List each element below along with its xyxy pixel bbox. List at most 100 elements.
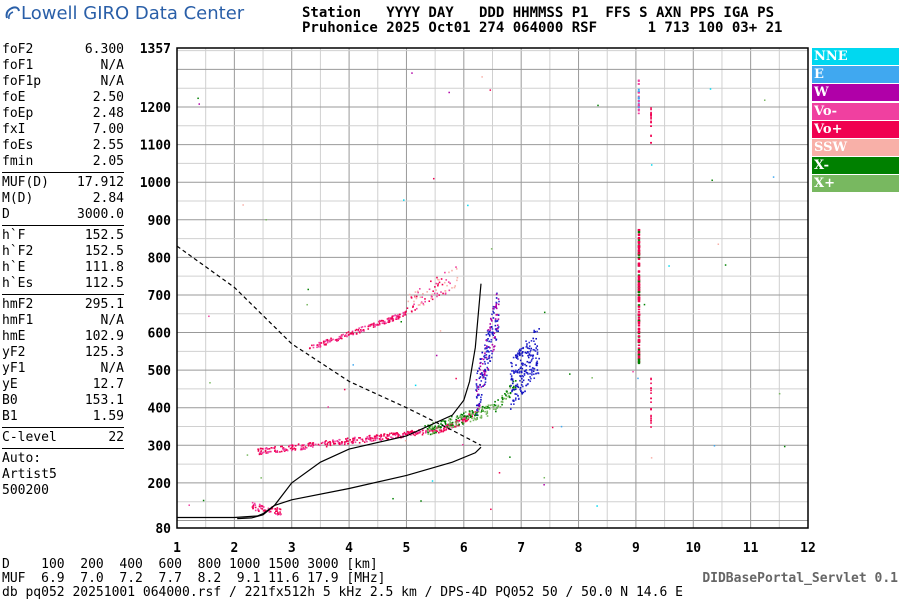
- echo-point: [483, 384, 485, 387]
- interference-point: [650, 108, 652, 111]
- echo-point: [360, 330, 363, 333]
- param-value: 112.5: [84, 276, 124, 291]
- echo-point: [352, 439, 355, 442]
- interference-point: [637, 331, 641, 334]
- echo-point: [260, 450, 263, 452]
- echo-point: [476, 410, 479, 412]
- echo-point: [418, 304, 421, 306]
- echo-point: [521, 392, 523, 395]
- echo-point: [378, 320, 380, 323]
- echo-point: [497, 314, 500, 316]
- noise-point: [490, 508, 492, 511]
- echo-point: [435, 282, 438, 285]
- echo-point: [261, 452, 263, 455]
- echo-point: [521, 374, 524, 377]
- echo-point: [257, 509, 260, 512]
- echo-point: [487, 333, 490, 335]
- echo-point: [344, 335, 346, 337]
- x-tick-label: 1: [173, 541, 181, 556]
- echo-point: [530, 370, 533, 372]
- echo-point: [404, 433, 407, 436]
- echo-point: [490, 356, 493, 359]
- echo-point: [515, 384, 517, 387]
- echo-point: [495, 410, 497, 413]
- interference-point: [637, 308, 641, 311]
- interference-point: [637, 247, 641, 250]
- echo-point: [513, 400, 515, 402]
- echo-point: [518, 368, 520, 371]
- echo-point: [433, 426, 436, 429]
- noise-point: [543, 484, 545, 486]
- plot-frame: [176, 47, 809, 529]
- legend-item-x-: X+: [812, 175, 899, 193]
- echo-point: [447, 425, 450, 427]
- interference-point: [637, 350, 641, 353]
- interference-point: [637, 79, 640, 82]
- y-tick-label: 300: [148, 439, 172, 454]
- echo-point: [253, 502, 256, 505]
- echo-point: [475, 395, 478, 398]
- noise-point: [197, 97, 199, 100]
- echo-point: [477, 410, 480, 413]
- echo-point: [288, 445, 290, 448]
- echo-point: [456, 279, 458, 282]
- echo-point: [522, 385, 524, 388]
- noise-point: [306, 303, 308, 306]
- echo-point: [493, 346, 495, 348]
- echo-point: [266, 447, 268, 450]
- echo-point: [445, 428, 447, 431]
- echo-point: [486, 330, 489, 332]
- echo-point: [519, 354, 521, 357]
- echo-point: [431, 293, 433, 296]
- param-row-h-f: h`F 152.5: [2, 228, 124, 244]
- echo-point: [251, 501, 254, 504]
- echo-point: [537, 372, 539, 374]
- echo-point: [351, 330, 354, 333]
- echo-point: [333, 443, 335, 445]
- echo-point: [369, 439, 372, 442]
- interference-point: [637, 254, 641, 256]
- echo-point: [438, 429, 441, 431]
- echo-point: [479, 376, 482, 378]
- echo-point: [463, 412, 465, 415]
- echo-point: [517, 395, 519, 397]
- echo-point: [459, 416, 462, 418]
- echo-point: [490, 318, 493, 321]
- echo-point: [337, 441, 340, 443]
- param-name: h`F2: [2, 244, 34, 259]
- interference-point: [637, 362, 641, 365]
- echo-point: [303, 448, 306, 450]
- echo-point: [302, 447, 305, 449]
- echo-point: [515, 393, 518, 396]
- echo-point: [377, 324, 380, 326]
- echo-point: [326, 443, 329, 445]
- echo-point: [269, 510, 272, 513]
- echo-point: [513, 372, 515, 374]
- echo-point: [366, 440, 368, 443]
- echo-point: [487, 367, 489, 370]
- echo-point: [458, 419, 461, 422]
- echo-point: [421, 296, 424, 298]
- echo-point: [512, 356, 515, 359]
- interference-point: [637, 231, 641, 234]
- echo-point: [376, 437, 379, 440]
- echo-point: [525, 384, 527, 387]
- echo-point: [417, 304, 420, 306]
- interference-point: [637, 270, 641, 272]
- echo-point: [305, 446, 308, 449]
- interference-point: [650, 414, 652, 417]
- y-tick-label: 800: [148, 251, 172, 266]
- echo-point: [404, 312, 407, 314]
- echo-point: [511, 378, 514, 380]
- echo-point: [497, 330, 499, 332]
- echo-point: [479, 401, 482, 403]
- echo-point: [407, 300, 410, 303]
- echo-point: [518, 353, 521, 355]
- echo-point: [496, 313, 498, 316]
- distance-row: D 100 200 400 600 800 1000 1500 3000 [km…: [2, 557, 378, 572]
- echo-point: [493, 312, 495, 314]
- echo-point: [484, 347, 486, 350]
- echo-point: [456, 276, 459, 279]
- echo-point: [383, 435, 385, 437]
